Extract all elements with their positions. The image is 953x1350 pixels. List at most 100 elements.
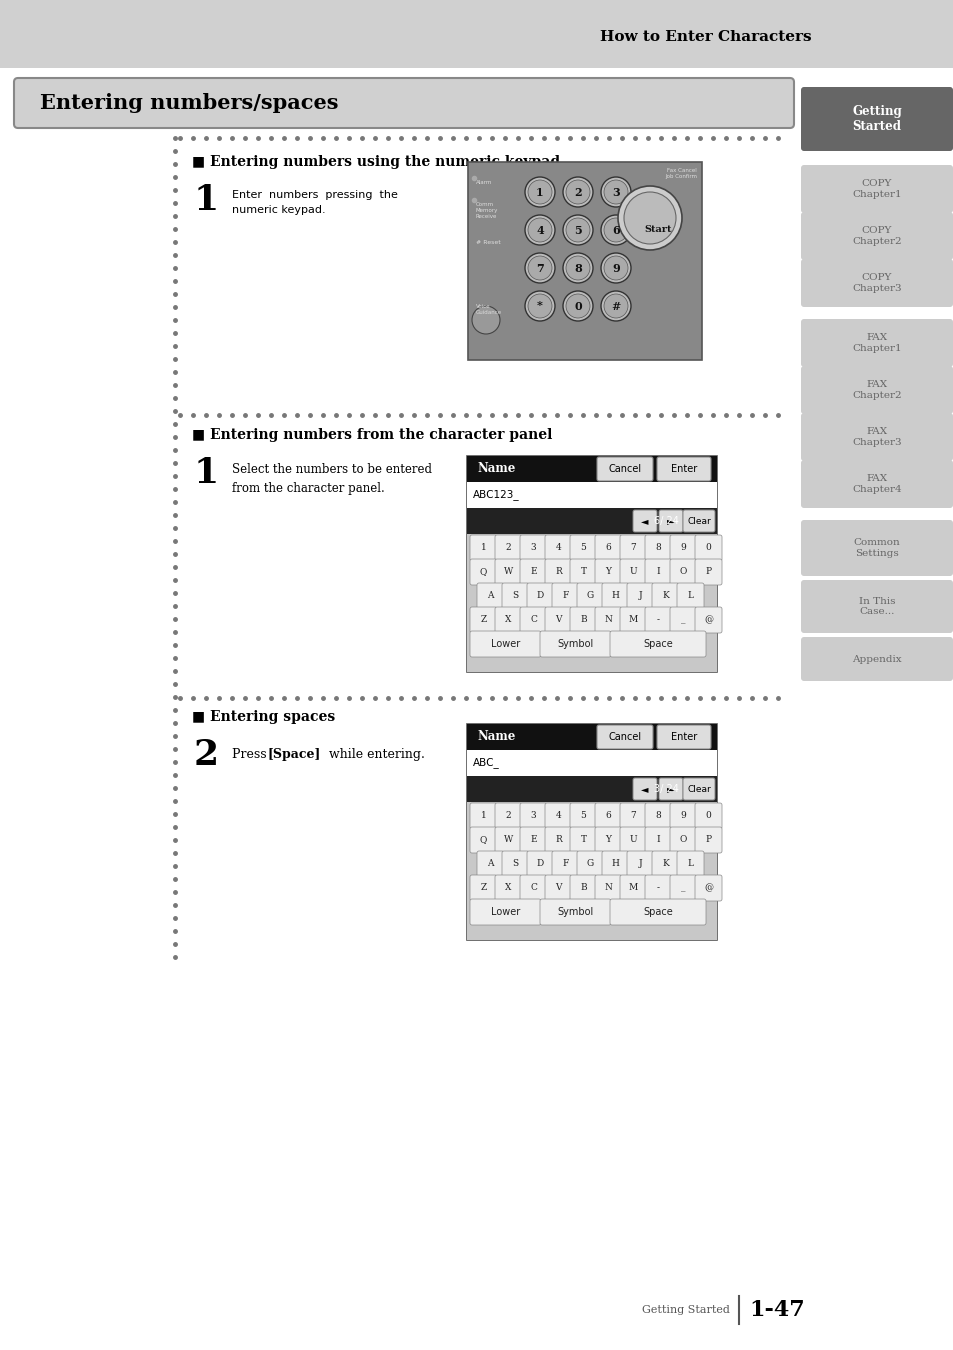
Text: 8: 8 [655, 811, 660, 821]
FancyBboxPatch shape [801, 637, 952, 680]
Text: ■ Entering numbers using the numeric keypad: ■ Entering numbers using the numeric key… [192, 155, 559, 169]
FancyBboxPatch shape [651, 850, 679, 878]
Text: B: B [579, 883, 586, 892]
Text: Y: Y [605, 836, 611, 845]
Text: G: G [586, 591, 594, 601]
Circle shape [524, 177, 555, 207]
FancyBboxPatch shape [619, 559, 646, 585]
FancyBboxPatch shape [619, 803, 646, 829]
Text: 1-47: 1-47 [748, 1299, 803, 1322]
Text: Space: Space [642, 907, 672, 917]
Text: B: B [579, 616, 586, 625]
Circle shape [603, 294, 627, 319]
FancyBboxPatch shape [609, 899, 705, 925]
Circle shape [618, 186, 681, 250]
FancyBboxPatch shape [801, 165, 952, 213]
FancyBboxPatch shape [657, 458, 710, 481]
Text: 0: 0 [705, 811, 711, 821]
Text: _: _ [680, 616, 685, 625]
Circle shape [565, 294, 589, 319]
Text: 7: 7 [630, 811, 636, 821]
Text: 3: 3 [612, 186, 619, 197]
FancyBboxPatch shape [801, 259, 952, 306]
Text: 1: 1 [193, 184, 219, 217]
Bar [467, 724, 717, 940]
Circle shape [565, 256, 589, 279]
FancyBboxPatch shape [657, 725, 710, 749]
Text: V: V [555, 883, 561, 892]
FancyBboxPatch shape [544, 559, 572, 585]
Text: Cancel: Cancel [608, 732, 640, 742]
Text: Comm
Memory
Receive: Comm Memory Receive [476, 202, 497, 219]
Text: ABC_: ABC_ [473, 757, 499, 768]
Text: 8: 8 [655, 544, 660, 552]
Text: L: L [687, 591, 693, 601]
Text: S: S [512, 860, 518, 868]
FancyBboxPatch shape [526, 850, 554, 878]
Circle shape [524, 252, 555, 284]
Text: 1: 1 [480, 811, 486, 821]
FancyBboxPatch shape [659, 778, 682, 801]
Text: H: H [611, 591, 618, 601]
FancyBboxPatch shape [695, 559, 721, 585]
Text: -: - [657, 616, 659, 625]
Text: A: A [487, 591, 494, 601]
FancyBboxPatch shape [495, 608, 521, 633]
Text: H: H [611, 860, 618, 868]
FancyBboxPatch shape [651, 583, 679, 609]
FancyBboxPatch shape [619, 535, 646, 562]
Text: 8: 8 [574, 262, 581, 274]
FancyBboxPatch shape [539, 899, 610, 925]
FancyBboxPatch shape [609, 630, 705, 657]
Text: Alarm: Alarm [476, 180, 492, 185]
Text: COPY
Chapter1: COPY Chapter1 [851, 180, 901, 198]
Text: #: # [611, 301, 620, 312]
Text: Symbol: Symbol [557, 907, 593, 917]
Text: J: J [638, 591, 641, 601]
Text: Lower: Lower [491, 907, 519, 917]
FancyBboxPatch shape [476, 583, 503, 609]
FancyBboxPatch shape [495, 559, 521, 585]
FancyBboxPatch shape [544, 828, 572, 853]
FancyBboxPatch shape [495, 828, 521, 853]
Text: Y: Y [605, 567, 611, 576]
Text: K: K [661, 860, 668, 868]
Text: ◄: ◄ [640, 784, 648, 794]
FancyBboxPatch shape [495, 875, 521, 900]
Bar [467, 724, 717, 751]
FancyBboxPatch shape [659, 510, 682, 532]
Circle shape [527, 256, 552, 279]
FancyBboxPatch shape [470, 559, 497, 585]
Text: 5: 5 [574, 224, 581, 235]
FancyBboxPatch shape [569, 608, 597, 633]
FancyBboxPatch shape [552, 850, 578, 878]
FancyBboxPatch shape [501, 583, 529, 609]
FancyBboxPatch shape [669, 828, 697, 853]
FancyBboxPatch shape [495, 535, 521, 562]
Text: Q: Q [479, 836, 487, 845]
Text: Enter: Enter [670, 464, 697, 474]
Text: Clear: Clear [686, 784, 710, 794]
FancyBboxPatch shape [595, 535, 621, 562]
FancyBboxPatch shape [801, 86, 952, 151]
FancyBboxPatch shape [544, 535, 572, 562]
Text: _: _ [680, 883, 685, 892]
Text: Voice
Guidance: Voice Guidance [476, 304, 501, 315]
Text: I: I [656, 836, 659, 845]
Text: Getting Started: Getting Started [641, 1305, 729, 1315]
Text: D: D [537, 591, 543, 601]
FancyBboxPatch shape [601, 583, 628, 609]
Text: 3/ 24: 3/ 24 [654, 784, 679, 794]
FancyBboxPatch shape [801, 460, 952, 508]
Text: Common
Settings: Common Settings [853, 539, 900, 558]
Text: 1: 1 [536, 186, 543, 197]
FancyBboxPatch shape [801, 580, 952, 633]
FancyBboxPatch shape [595, 608, 621, 633]
Text: Fax Cancel
Job Confirm: Fax Cancel Job Confirm [664, 167, 697, 178]
Text: X: X [505, 883, 511, 892]
FancyBboxPatch shape [495, 803, 521, 829]
Text: FAX
Chapter4: FAX Chapter4 [851, 474, 901, 494]
Circle shape [603, 217, 627, 242]
Text: R: R [555, 836, 561, 845]
FancyBboxPatch shape [669, 803, 697, 829]
